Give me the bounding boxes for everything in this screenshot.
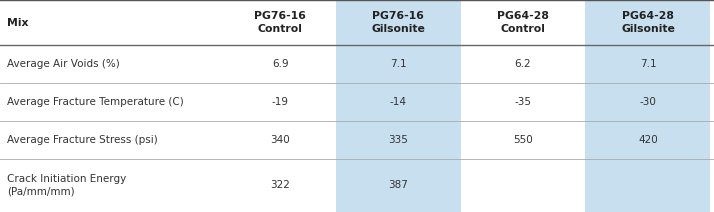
Text: 550: 550: [513, 135, 533, 145]
Text: Crack Initiation Energy
(Pa/mm/mm): Crack Initiation Energy (Pa/mm/mm): [7, 174, 126, 197]
Text: 6.2: 6.2: [515, 59, 531, 69]
Text: PG64-28
Control: PG64-28 Control: [497, 11, 549, 34]
Text: 420: 420: [638, 135, 658, 145]
Bar: [336, 0, 461, 212]
Text: Mix: Mix: [7, 18, 29, 28]
Text: Average Fracture Stress (psi): Average Fracture Stress (psi): [7, 135, 158, 145]
Text: 335: 335: [388, 135, 408, 145]
Text: 6.9: 6.9: [272, 59, 288, 69]
Text: -35: -35: [515, 97, 531, 107]
Text: 322: 322: [271, 180, 290, 191]
Text: PG76-16
Control: PG76-16 Control: [254, 11, 306, 34]
Text: 7.1: 7.1: [640, 59, 656, 69]
Bar: [585, 0, 710, 212]
Text: PG64-28
Gilsonite: PG64-28 Gilsonite: [621, 11, 675, 34]
Text: 340: 340: [271, 135, 290, 145]
Text: 7.1: 7.1: [390, 59, 406, 69]
Text: -30: -30: [640, 97, 656, 107]
Text: PG76-16
Gilsonite: PG76-16 Gilsonite: [371, 11, 425, 34]
Text: Average Air Voids (%): Average Air Voids (%): [7, 59, 120, 69]
Text: Average Fracture Temperature (C): Average Fracture Temperature (C): [7, 97, 184, 107]
Text: 387: 387: [388, 180, 408, 191]
Text: -19: -19: [272, 97, 288, 107]
Text: -14: -14: [390, 97, 406, 107]
